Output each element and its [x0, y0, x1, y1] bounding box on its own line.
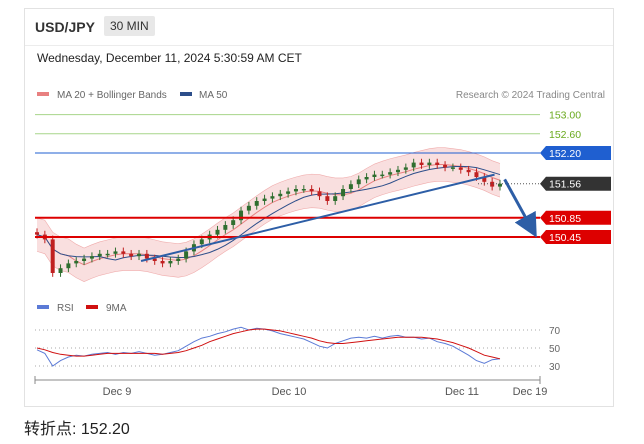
candle-body: [443, 165, 448, 168]
candle-body: [215, 229, 220, 235]
candle-body: [82, 258, 87, 261]
level-tag-pivot: [540, 146, 611, 160]
candle-body: [66, 263, 71, 269]
trend-line: [140, 173, 495, 262]
candle-body: [341, 189, 346, 197]
level-label-153-00: 153.00: [549, 110, 581, 122]
candle-body: [333, 196, 338, 201]
candle-body: [246, 205, 251, 211]
candle-body: [482, 177, 487, 182]
candle-body: [348, 184, 353, 189]
candle-body: [137, 253, 142, 257]
turning-point-text: 转折点: 152.20: [24, 421, 130, 438]
candle-body: [89, 256, 94, 259]
x-tick-dec-9: Dec 9: [103, 386, 132, 398]
candle-body: [317, 191, 322, 197]
ma50-line: [36, 165, 501, 261]
candle-body: [435, 162, 440, 165]
candle-body: [160, 261, 165, 264]
candle-body: [113, 251, 118, 254]
candle-body: [35, 232, 39, 235]
candle-body: [270, 196, 275, 199]
candle-body: [184, 251, 189, 259]
candle-body: [380, 174, 385, 177]
bollinger-band-area: [37, 147, 500, 282]
chart-canvas: MA 20 + Bollinger Bands MA 50 Research © 2…: [34, 90, 611, 398]
candle-body: [286, 191, 291, 194]
rsi-legend-label: RSI: [57, 303, 74, 314]
candle-body: [364, 177, 369, 180]
candle-body: [411, 162, 416, 168]
chart-header: USD/JPY 30 MIN: [25, 9, 613, 46]
candle-body: [129, 253, 134, 257]
candle-body: [301, 189, 306, 191]
candle-body: [372, 174, 377, 177]
rsi-ma-line: [36, 328, 501, 360]
candle-body: [58, 268, 63, 273]
candle-body: [105, 253, 110, 256]
ma50-legend-label: MA 50: [199, 90, 228, 101]
9ma-legend-swatch: [86, 305, 98, 309]
candle-body: [356, 179, 361, 185]
x-tick-dec-19: Dec 19: [513, 386, 548, 398]
candle-body: [176, 258, 181, 261]
candle-body: [403, 167, 408, 170]
level-label-150-85: 150.85: [549, 213, 581, 225]
candle-body: [293, 189, 298, 192]
level-tag-support: [540, 210, 611, 225]
candle-body: [239, 210, 244, 221]
candle-body: [427, 162, 432, 165]
rsi-legend-swatch: [37, 305, 49, 309]
ma50-legend-swatch: [180, 92, 192, 96]
rsi-tick-70: 70: [549, 326, 561, 337]
candle-body: [97, 253, 102, 257]
forecast-arrow: [503, 178, 537, 238]
x-tick-dec-11: Dec 11: [445, 386, 479, 398]
candle-body: [262, 198, 267, 201]
level-label-152-20: 152.20: [549, 148, 581, 160]
candle-body: [474, 172, 479, 177]
candle-body: [419, 162, 424, 165]
candle-body: [254, 201, 259, 206]
candle-body: [199, 239, 204, 245]
ma20-line: [36, 164, 501, 266]
candle-body: [388, 172, 393, 175]
level-tag-current: [540, 176, 611, 191]
candle-body: [395, 169, 400, 173]
ma20-legend-label: MA 20 + Bollinger Bands: [57, 90, 167, 101]
rsi-tick-50: 50: [549, 344, 561, 355]
x-tick-dec-10: Dec 10: [272, 386, 307, 398]
candle-body: [152, 258, 157, 261]
candle-body: [466, 169, 471, 173]
chart-timestamp: Wednesday, December 11, 2024 5:30:59 AM …: [37, 51, 302, 65]
level-label-152-60: 152.60: [549, 129, 581, 141]
candle-body: [325, 196, 330, 201]
bollinger-upper-line: [36, 147, 501, 249]
candle-body: [50, 239, 55, 273]
candle-body: [458, 167, 463, 170]
bollinger-lower-line: [36, 181, 501, 282]
ma20-legend-swatch: [37, 92, 49, 96]
level-label-151-56: 151.56: [549, 179, 581, 191]
9ma-legend-label: 9MA: [106, 303, 127, 314]
copyright-label: Research © 2024 Trading Central: [456, 90, 605, 101]
candle-body: [144, 253, 149, 259]
candle-body: [168, 261, 173, 264]
candle-body: [450, 167, 455, 169]
rsi-tick-30: 30: [549, 362, 561, 373]
candle-body: [74, 261, 79, 264]
timeframe-badge[interactable]: 30 MIN: [104, 16, 155, 36]
rsi-line: [36, 326, 501, 367]
candle-body: [498, 183, 502, 187]
candle-body: [121, 251, 126, 254]
level-tag-support: [540, 230, 611, 244]
level-label-150-45: 150.45: [549, 232, 581, 244]
candle-body: [231, 220, 236, 225]
candle-body: [309, 189, 314, 192]
candle-body: [278, 193, 283, 197]
candle-body: [223, 225, 228, 230]
candle-body: [490, 181, 495, 187]
currency-pair-title: USD/JPY: [35, 19, 95, 35]
